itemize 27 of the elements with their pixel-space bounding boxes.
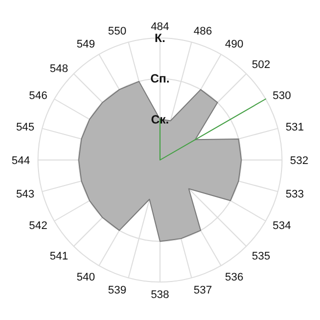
spoke-label: 542 bbox=[29, 220, 48, 232]
y-tick-label: К. bbox=[154, 31, 166, 45]
spoke-label: 539 bbox=[108, 284, 126, 296]
spoke-label: 532 bbox=[290, 154, 308, 167]
spoke-label: 543 bbox=[16, 188, 34, 201]
spoke-label: 544 bbox=[12, 154, 30, 167]
spoke-label: 530 bbox=[272, 90, 291, 102]
spoke-label: 531 bbox=[286, 121, 304, 134]
spoke-label: 536 bbox=[225, 271, 244, 284]
spoke-label: 546 bbox=[29, 90, 48, 102]
spoke-label: 484 bbox=[150, 21, 170, 33]
spoke-label: 502 bbox=[252, 59, 270, 72]
spoke-label: 548 bbox=[50, 62, 68, 75]
spoke-label: 533 bbox=[286, 188, 304, 201]
y-tick-label: Сп. bbox=[150, 72, 170, 86]
spoke-label: 538 bbox=[150, 288, 170, 301]
spoke-label: 535 bbox=[252, 250, 270, 263]
spoke-label: 550 bbox=[108, 25, 126, 38]
spoke-label: 541 bbox=[50, 250, 68, 263]
spoke-label: 540 bbox=[76, 271, 95, 284]
spoke-label: 534 bbox=[272, 220, 291, 232]
y-tick-label: Ск. bbox=[150, 112, 170, 126]
spoke-label: 490 bbox=[225, 38, 244, 50]
spoke-label: 537 bbox=[194, 284, 212, 296]
spoke-label: 545 bbox=[16, 121, 34, 134]
spoke-label: 486 bbox=[194, 25, 212, 38]
spoke-label: 549 bbox=[76, 38, 95, 50]
